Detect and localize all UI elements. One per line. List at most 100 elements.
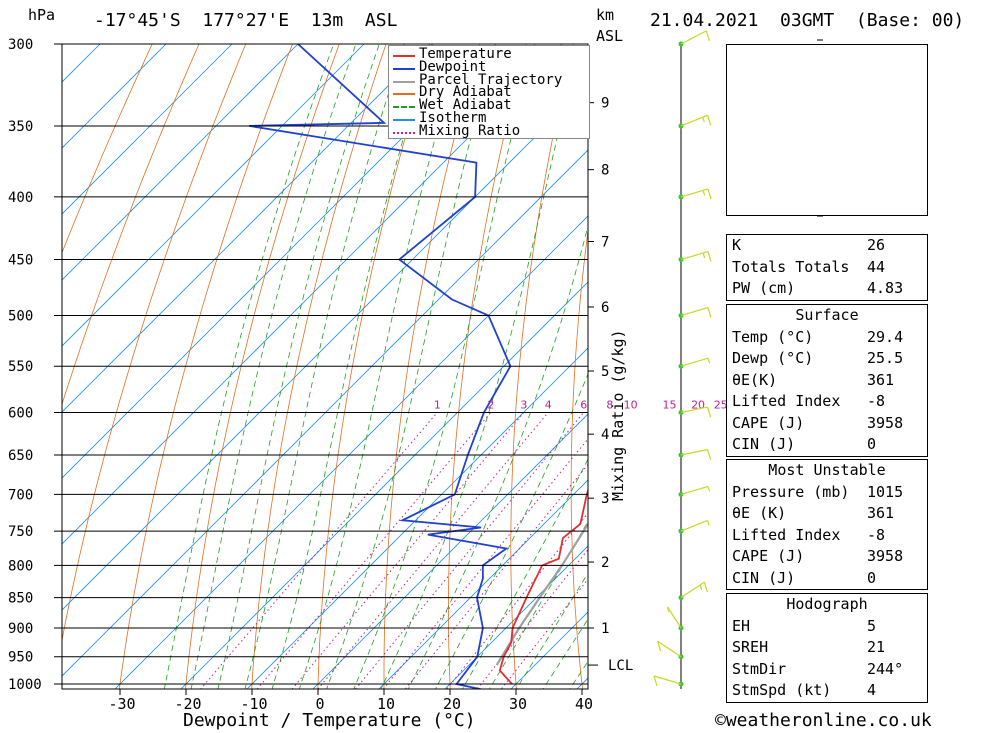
- pressure-tick-label: 1000: [8, 677, 42, 693]
- barb-flag: [707, 251, 712, 262]
- km-tick-label: 3: [601, 491, 609, 507]
- panel-title: Hodograph: [786, 595, 868, 613]
- copyright: ©weatheronline.co.uk: [715, 710, 932, 731]
- dry-adiabat-line: [118, 44, 293, 689]
- stat-value: -8: [867, 392, 886, 410]
- barb-flag: [707, 307, 712, 318]
- legend-item: Parcel Trajectory: [389, 71, 589, 88]
- wind-barb: [657, 640, 684, 660]
- stat-label: Pressure (mb): [732, 482, 850, 501]
- wind-barb: [678, 250, 712, 263]
- stat-value: -8: [867, 525, 886, 544]
- panel-title: Surface: [795, 306, 859, 324]
- stat-value: 21: [867, 638, 886, 656]
- pressure-tick-label: 950: [8, 650, 33, 666]
- stat-label: Totals Totals: [732, 257, 850, 276]
- stat-row: Lifted Index -8: [727, 391, 927, 413]
- barb-flag: [657, 641, 662, 652]
- stat-row: CAPE (J) 3958: [727, 546, 927, 568]
- mixing-ratio-line: [476, 548, 588, 689]
- dry-adiabat-line: [946, 26, 1000, 710]
- dry-adiabat-line: [630, 26, 671, 710]
- stat-label: K: [732, 236, 742, 254]
- legend-item: Dewpoint: [389, 59, 589, 75]
- barb-staff: [657, 640, 682, 658]
- background-lines: [62, 26, 1000, 710]
- barb-flag: [707, 486, 711, 492]
- wet-adiabat-line: [298, 44, 463, 689]
- barb-staff: [680, 357, 709, 367]
- dry-adiabat-line: [448, 44, 527, 689]
- barb-staff: [666, 606, 682, 629]
- stat-label: θE(K): [732, 370, 778, 389]
- run-datetime: 21.04.2021 03GMT (Base: 00): [650, 10, 965, 31]
- stat-value: 0: [867, 435, 877, 453]
- mixing-ratio-label: 2: [487, 398, 494, 411]
- km-tick-label: 1: [601, 621, 609, 637]
- x-tick-label: -30: [108, 695, 135, 713]
- stat-label: Lifted Index: [732, 525, 841, 544]
- km-tick-label: 9: [601, 96, 609, 112]
- wind-barb: [678, 485, 711, 497]
- barb-flag: [707, 449, 712, 460]
- isotherm-line: [62, 44, 431, 413]
- stat-row: StmSpd (kt) 4: [727, 680, 927, 702]
- stat-label: StmDir: [732, 659, 787, 678]
- wet-adiabat-line: [380, 44, 580, 689]
- legend-item: Temperature: [389, 46, 589, 62]
- pressure-tick-label: 900: [8, 621, 33, 637]
- km-tick-label: 4: [601, 427, 609, 443]
- stat-label: Temp (°C): [732, 327, 814, 346]
- stat-label: CAPE (J): [732, 413, 805, 432]
- stat-value: 1015: [867, 482, 904, 501]
- legend-item: Dry Adiabat: [389, 84, 589, 100]
- barb-staff: [653, 675, 682, 685]
- stat-label: Dewp (°C): [732, 349, 814, 367]
- mixing-ratio-axis-label: Mixing Ratio (g/kg): [609, 329, 627, 501]
- wet-adiabat-line: [217, 44, 380, 689]
- dry-adiabat-line: [510, 44, 574, 689]
- stat-row: CAPE (J) 3958: [727, 413, 927, 435]
- dry-adiabat-line: [62, 44, 200, 406]
- pressure-tick-label: 500: [8, 309, 33, 325]
- pressure-tick-label: 400: [8, 190, 33, 206]
- wind-barbs: [653, 30, 712, 689]
- stat-value: 0: [867, 568, 877, 587]
- surface-panel: Surface Temp (°C) 29.4 Dewp (°C) 25.5 θE(K) 36…: [726, 304, 928, 457]
- stat-value: 361: [867, 370, 895, 389]
- barb-flag: [702, 190, 706, 196]
- mixing-ratio-line: [291, 412, 525, 689]
- stat-row: Dewp (°C) 25.5: [727, 348, 927, 370]
- isotherm-line: [62, 44, 233, 215]
- parcel-trajectory-curve: [495, 521, 588, 666]
- pressure-tick-label: 750: [8, 524, 33, 540]
- stat-value: 25.5: [867, 349, 904, 367]
- mixing-ratio-line: [404, 463, 588, 689]
- isotherm-line: [62, 83, 588, 611]
- isotherm-line: [378, 479, 588, 689]
- km-tick-label: 7: [601, 235, 609, 251]
- x-tick-label: 20: [443, 695, 461, 713]
- pressure-tick-label: 350: [8, 119, 33, 135]
- pressure-tick-label: 800: [8, 558, 33, 574]
- mixing-ratio-line: [382, 438, 588, 689]
- legend-item: Isotherm: [389, 110, 589, 126]
- stat-label: CIN (J): [732, 568, 796, 587]
- wet-adiabat-line: [542, 618, 588, 689]
- stat-row: CIN (J) 0: [727, 434, 927, 456]
- km-tick-label: 5: [601, 364, 609, 380]
- wet-adiabat-line: [462, 458, 588, 689]
- barb-staff: [680, 30, 707, 45]
- stat-label: θE (K): [732, 504, 787, 522]
- barb-flag: [703, 581, 708, 593]
- legend-label: Isotherm: [419, 110, 487, 126]
- x-tick-label: 30: [509, 695, 527, 713]
- stat-value: 44: [867, 257, 886, 276]
- stat-value: 361: [867, 504, 895, 522]
- stat-label: StmSpd (kt): [732, 681, 832, 699]
- legend-label: Parcel Trajectory: [419, 71, 563, 88]
- asl-axis-unit: ASL: [596, 27, 624, 45]
- stat-row: PW (cm) 4.83: [727, 278, 927, 300]
- mixing-ratio-label: 25: [714, 398, 728, 411]
